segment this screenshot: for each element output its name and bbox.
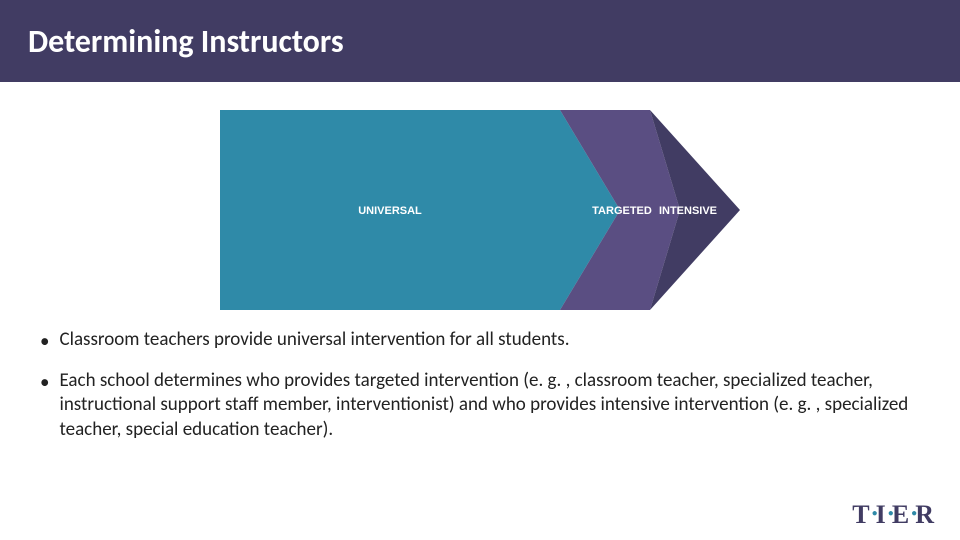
bullet-marker: • xyxy=(40,330,49,355)
funnel-label: INTENSIVE xyxy=(659,205,717,217)
bullet-text: Classroom teachers provide universal int… xyxy=(59,328,569,353)
logo-letter: E xyxy=(892,500,913,530)
bullet-list: • Classroom teachers provide universal i… xyxy=(0,328,960,443)
slide-header: Determining Instructors xyxy=(0,0,960,82)
slide-title: Determining Instructors xyxy=(28,22,344,61)
list-item: • Classroom teachers provide universal i… xyxy=(40,328,930,355)
logo-separator-icon: ● xyxy=(872,508,878,519)
diagram-area: UNIVERSAL TARGETED INTENSIVE xyxy=(0,82,960,328)
logo-separator-icon: ● xyxy=(911,508,917,519)
logo-letter: T xyxy=(852,500,873,530)
list-item: • Each school determines who provides ta… xyxy=(40,369,930,443)
funnel-diagram: UNIVERSAL TARGETED INTENSIVE xyxy=(220,110,740,310)
tier-logo: T ● I ● E ● R xyxy=(852,500,938,530)
funnel-label: TARGETED xyxy=(592,205,652,217)
bullet-marker: • xyxy=(40,371,49,396)
bullet-text: Each school determines who provides targ… xyxy=(59,369,930,443)
logo-separator-icon: ● xyxy=(888,508,894,519)
funnel-label: UNIVERSAL xyxy=(358,205,422,217)
logo-letter: R xyxy=(915,500,938,530)
